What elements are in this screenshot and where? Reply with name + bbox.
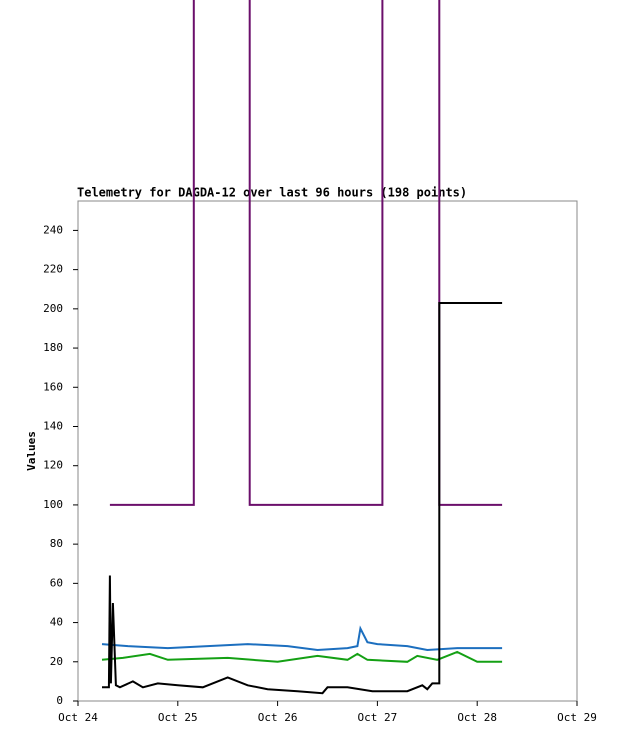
x-tick-label: Oct 24 — [58, 711, 98, 724]
y-tick-label: 160 — [43, 380, 63, 393]
x-tick-label: Oct 25 — [158, 711, 198, 724]
y-tick-label: 60 — [50, 576, 63, 589]
x-tick-label: Oct 28 — [457, 711, 497, 724]
x-tick-label: Oct 26 — [258, 711, 298, 724]
series-line — [109, 0, 503, 506]
y-tick-label: 100 — [43, 498, 63, 511]
series-line — [102, 302, 503, 695]
y-tick-label: 240 — [43, 223, 63, 236]
x-tick-label: Oct 29 — [557, 711, 597, 724]
series-line — [101, 625, 503, 652]
y-tick-label: 80 — [50, 537, 63, 550]
y-tick-label: 220 — [43, 263, 63, 276]
chart-title: Telemetry for DAGDA-12 over last 96 hour… — [77, 186, 467, 200]
y-tick-label: 0 — [56, 694, 63, 707]
y-tick-label: 20 — [50, 655, 63, 668]
plot-frame — [77, 200, 578, 702]
y-tick-label: 200 — [43, 302, 63, 315]
x-tick-label: Oct 27 — [358, 711, 398, 724]
y-tick-label: 140 — [43, 419, 63, 432]
y-tick-label: 120 — [43, 459, 63, 472]
y-axis-label: Values — [25, 431, 38, 471]
series-line — [101, 650, 503, 663]
y-tick-label: 40 — [50, 616, 63, 629]
y-tick-label: 180 — [43, 341, 63, 354]
